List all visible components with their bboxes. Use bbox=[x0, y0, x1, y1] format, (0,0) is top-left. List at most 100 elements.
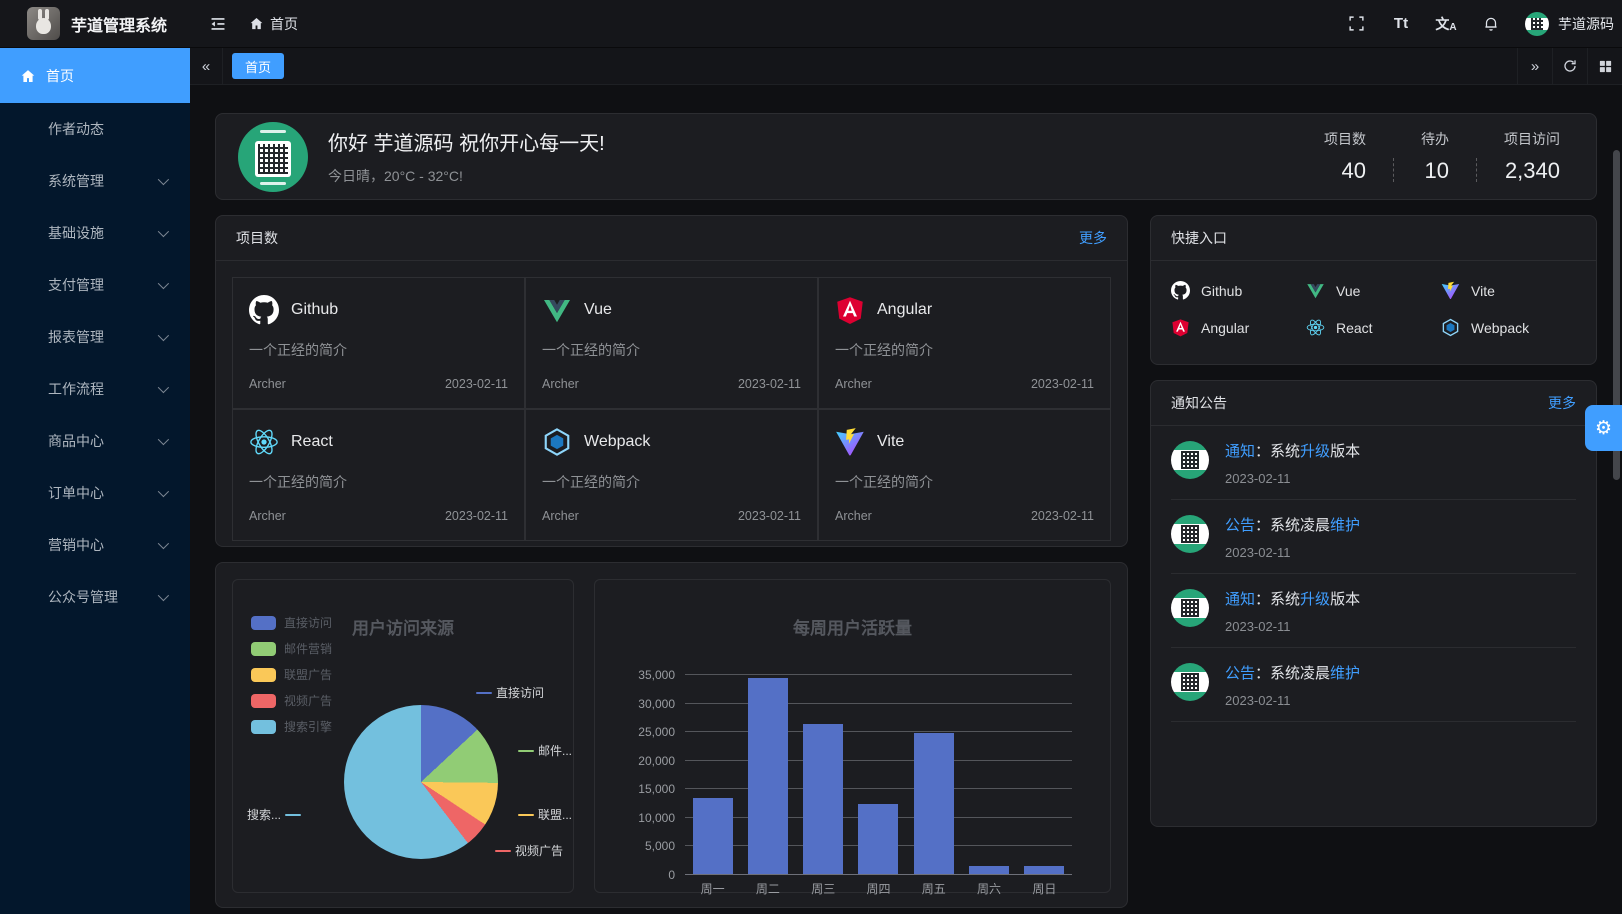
sidebar-item-label: 系统管理 bbox=[48, 173, 104, 189]
sidebar-item-10[interactable]: 公众号管理 bbox=[0, 571, 190, 623]
project-name: Angular bbox=[877, 301, 933, 318]
quick-entry-title: 快捷入口 bbox=[1171, 230, 1227, 246]
sidebar-item-9[interactable]: 营销中心 bbox=[0, 519, 190, 571]
sidebar-item-7[interactable]: 商品中心 bbox=[0, 415, 190, 467]
notice-text: 通知：系统升级版本 bbox=[1225, 444, 1360, 459]
notice-plain-text: 系统 bbox=[1270, 443, 1301, 460]
quick-link-webpack[interactable]: Webpack bbox=[1441, 318, 1576, 337]
sidebar-item-label: 首页 bbox=[46, 67, 74, 84]
pie-chart-title: 用户访问来源 bbox=[352, 619, 454, 638]
notice-item-3[interactable]: 公告：系统凌晨维护 2023-02-11 bbox=[1171, 648, 1576, 722]
quick-link-github[interactable]: Github bbox=[1171, 281, 1306, 300]
notice-item-1[interactable]: 公告：系统凌晨维护 2023-02-11 bbox=[1171, 500, 1576, 574]
stat-1: 待办 10 bbox=[1421, 129, 1449, 184]
home-icon bbox=[20, 68, 36, 84]
sidebar-item-3[interactable]: 基础设施 bbox=[0, 207, 190, 259]
bar-周五 bbox=[913, 733, 954, 874]
project-name: Github bbox=[291, 301, 339, 318]
notice-plain-text: 版本 bbox=[1330, 591, 1361, 608]
projects-more-link[interactable]: 更多 bbox=[1079, 230, 1107, 246]
projects-card: 项目数 更多 Github 一个正经的简介 Archer 2023-02-11 Vue 一… bbox=[215, 215, 1128, 547]
notice-date: 2023-02-11 bbox=[1225, 693, 1291, 708]
x-tick-label: 周二 bbox=[755, 882, 780, 896]
breadcrumb[interactable]: 首页 bbox=[249, 14, 298, 34]
notice-link-text: 维护 bbox=[1330, 665, 1361, 682]
notice-link-text: 通知 bbox=[1225, 443, 1256, 460]
app-title: 芋道管理系统 bbox=[71, 17, 168, 35]
pie-legend: 直接访问邮件营销联盟广告视频广告搜索引擎 bbox=[251, 614, 332, 735]
quick-link-label: React bbox=[1336, 319, 1373, 336]
legend-item-0[interactable]: 直接访问 bbox=[251, 614, 332, 631]
stat-label: 待办 bbox=[1421, 131, 1449, 147]
sidebar-item-8[interactable]: 订单中心 bbox=[0, 467, 190, 519]
notice-avatar bbox=[1171, 441, 1209, 479]
user-menu[interactable]: 芋道源码 bbox=[1525, 11, 1614, 36]
chevron-down-icon bbox=[157, 589, 170, 602]
sidebar-item-2[interactable]: 系统管理 bbox=[0, 155, 190, 207]
sidebar-item-1[interactable]: 作者动态 bbox=[0, 103, 190, 155]
menu-fold-icon[interactable] bbox=[207, 13, 229, 35]
sidebar-item-6[interactable]: 工作流程 bbox=[0, 363, 190, 415]
project-card-angular[interactable]: Angular 一个正经的简介 Archer 2023-02-11 bbox=[818, 277, 1111, 409]
notice-item-2[interactable]: 通知：系统升级版本 2023-02-11 bbox=[1171, 574, 1576, 648]
callout-label: 联盟... bbox=[538, 808, 573, 822]
project-desc: 一个正经的简介 bbox=[249, 474, 347, 490]
vue-icon bbox=[1306, 281, 1325, 300]
callout-line bbox=[518, 813, 534, 816]
bar-周一 bbox=[692, 798, 733, 874]
github-icon bbox=[249, 295, 279, 325]
gridline bbox=[685, 759, 1072, 761]
quick-link-angular[interactable]: Angular bbox=[1171, 318, 1306, 337]
font-size-icon[interactable]: Tt bbox=[1393, 15, 1409, 32]
project-card-github[interactable]: Github 一个正经的简介 Archer 2023-02-11 bbox=[232, 277, 525, 409]
notice-date: 2023-02-11 bbox=[1225, 619, 1291, 634]
project-card-vue[interactable]: Vue 一个正经的简介 Archer 2023-02-11 bbox=[525, 277, 818, 409]
stat-label: 项目数 bbox=[1324, 131, 1366, 147]
quick-link-vite[interactable]: Vite bbox=[1441, 281, 1576, 300]
notice-item-0[interactable]: 通知：系统升级版本 2023-02-11 bbox=[1171, 426, 1576, 500]
notice-date: 2023-02-11 bbox=[1225, 545, 1291, 560]
refresh-icon[interactable] bbox=[1552, 48, 1587, 84]
layout-grid-icon[interactable] bbox=[1587, 48, 1622, 84]
quick-link-react[interactable]: React bbox=[1306, 318, 1441, 337]
tab-bar: « 首页 » bbox=[190, 48, 1622, 85]
stat-value: 10 bbox=[1424, 158, 1449, 183]
gridline bbox=[685, 788, 1072, 790]
sidebar-item-0[interactable]: 首页 bbox=[0, 48, 190, 103]
sidebar: 首页作者动态系统管理基础设施 支付管理 报表管理 工作流程 商品中心 订单中心 营销中心 公众… bbox=[0, 48, 190, 914]
bell-icon[interactable] bbox=[1480, 13, 1502, 35]
legend-item-4[interactable]: 搜索引擎 bbox=[251, 718, 332, 735]
notices-more-link[interactable]: 更多 bbox=[1548, 395, 1576, 411]
fullscreen-icon[interactable] bbox=[1345, 13, 1367, 35]
scrollbar-thumb[interactable] bbox=[1613, 150, 1620, 480]
tabs-scroll-right-icon[interactable]: » bbox=[1517, 48, 1552, 84]
quick-entry-card: 快捷入口 Github Vue Vite Angular React Webpack bbox=[1150, 215, 1597, 365]
project-name: React bbox=[291, 433, 333, 450]
webpack-icon bbox=[542, 427, 572, 457]
quick-link-vue[interactable]: Vue bbox=[1306, 281, 1441, 300]
sidebar-item-5[interactable]: 报表管理 bbox=[0, 311, 190, 363]
project-card-webpack[interactable]: Webpack 一个正经的简介 Archer 2023-02-11 bbox=[525, 409, 818, 541]
legend-label: 搜索引擎 bbox=[284, 720, 333, 734]
project-author: Archer bbox=[249, 377, 286, 391]
sidebar-item-4[interactable]: 支付管理 bbox=[0, 259, 190, 311]
x-axis-line bbox=[685, 874, 1072, 875]
pie-plot[interactable] bbox=[344, 705, 498, 859]
project-card-react[interactable]: React 一个正经的简介 Archer 2023-02-11 bbox=[232, 409, 525, 541]
tabs-scroll-left-icon[interactable]: « bbox=[190, 48, 223, 84]
legend-item-2[interactable]: 联盟广告 bbox=[251, 666, 332, 683]
project-card-vite[interactable]: Vite 一个正经的简介 Archer 2023-02-11 bbox=[818, 409, 1111, 541]
legend-item-1[interactable]: 邮件营销 bbox=[251, 640, 332, 657]
notice-plain-text: ： bbox=[1255, 665, 1271, 682]
project-footer: Archer 2023-02-11 bbox=[249, 377, 508, 391]
tab-home[interactable]: 首页 bbox=[232, 53, 285, 79]
legend-item-3[interactable]: 视频广告 bbox=[251, 692, 332, 709]
theme-settings-button[interactable]: ⚙ bbox=[1585, 405, 1622, 451]
project-footer: Archer 2023-02-11 bbox=[835, 509, 1094, 523]
notice-text: 公告：系统凌晨维护 bbox=[1225, 518, 1360, 533]
app-logo[interactable] bbox=[27, 7, 60, 40]
bar-slot-6 bbox=[1017, 674, 1072, 874]
project-date: 2023-02-11 bbox=[444, 509, 508, 523]
notice-text: 通知：系统升级版本 bbox=[1225, 592, 1360, 607]
